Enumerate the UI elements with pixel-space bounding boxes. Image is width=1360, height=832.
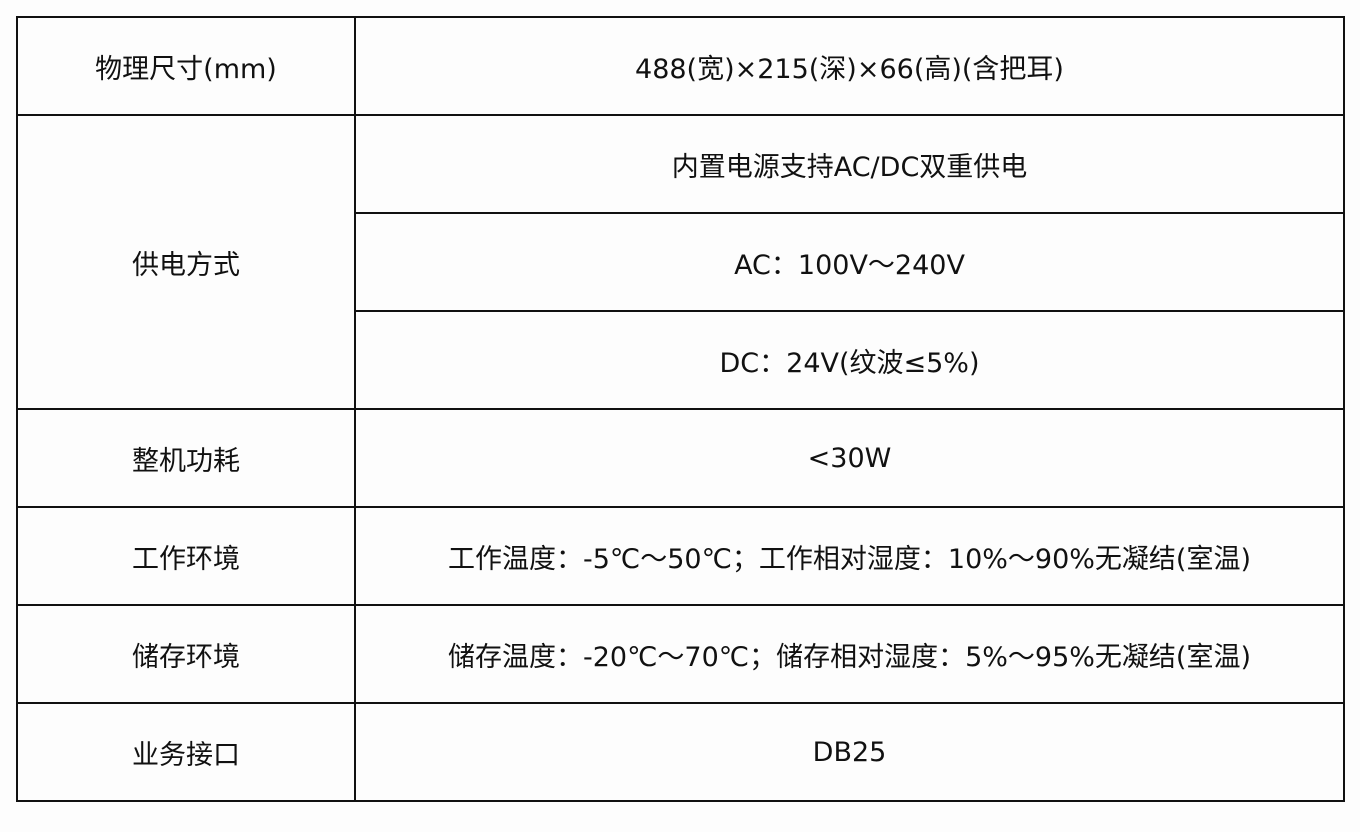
row-label: 储存环境 xyxy=(16,604,356,704)
row-value: 储存温度：-20℃～70℃；储存相对湿度：5%～95%无凝结(室温) xyxy=(354,604,1345,704)
spec-table: 物理尺寸(mm) 488(宽)×215(深)×66(高)(含把耳) 供电方式 内… xyxy=(16,16,1345,802)
table-row: 物理尺寸(mm) 488(宽)×215(深)×66(高)(含把耳) xyxy=(16,16,1345,116)
row-label: 整机功耗 xyxy=(16,408,356,508)
table-row: 供电方式 内置电源支持AC/DC双重供电 xyxy=(16,114,1345,410)
row-value: <30W xyxy=(354,408,1345,508)
table-row: 工作环境 工作温度：-5℃～50℃；工作相对湿度：10%～90%无凝结(室温) xyxy=(16,506,1345,606)
row-label: 供电方式 xyxy=(16,114,356,410)
table-row: AC：100V～240V xyxy=(17,212,1345,312)
row-value: AC：100V～240V xyxy=(354,212,1345,312)
row-value: 工作温度：-5℃～50℃；工作相对湿度：10%～90%无凝结(室温) xyxy=(354,506,1345,606)
row-value: DC：24V(纹波≤5%) xyxy=(354,310,1345,410)
table-row: 储存环境 储存温度：-20℃～70℃；储存相对湿度：5%～95%无凝结(室温) xyxy=(16,604,1345,704)
table-row: 业务接口 DB25 xyxy=(16,702,1345,802)
table-row: DC：24V(纹波≤5%) xyxy=(17,310,1345,410)
row-value: 内置电源支持AC/DC双重供电 xyxy=(354,114,1345,214)
row-value: DB25 xyxy=(354,702,1345,802)
table-row: 整机功耗 <30W xyxy=(16,408,1345,508)
row-label: 业务接口 xyxy=(16,702,356,802)
row-label: 物理尺寸(mm) xyxy=(16,16,356,116)
row-value: 488(宽)×215(深)×66(高)(含把耳) xyxy=(354,16,1345,116)
row-label: 工作环境 xyxy=(16,506,356,606)
